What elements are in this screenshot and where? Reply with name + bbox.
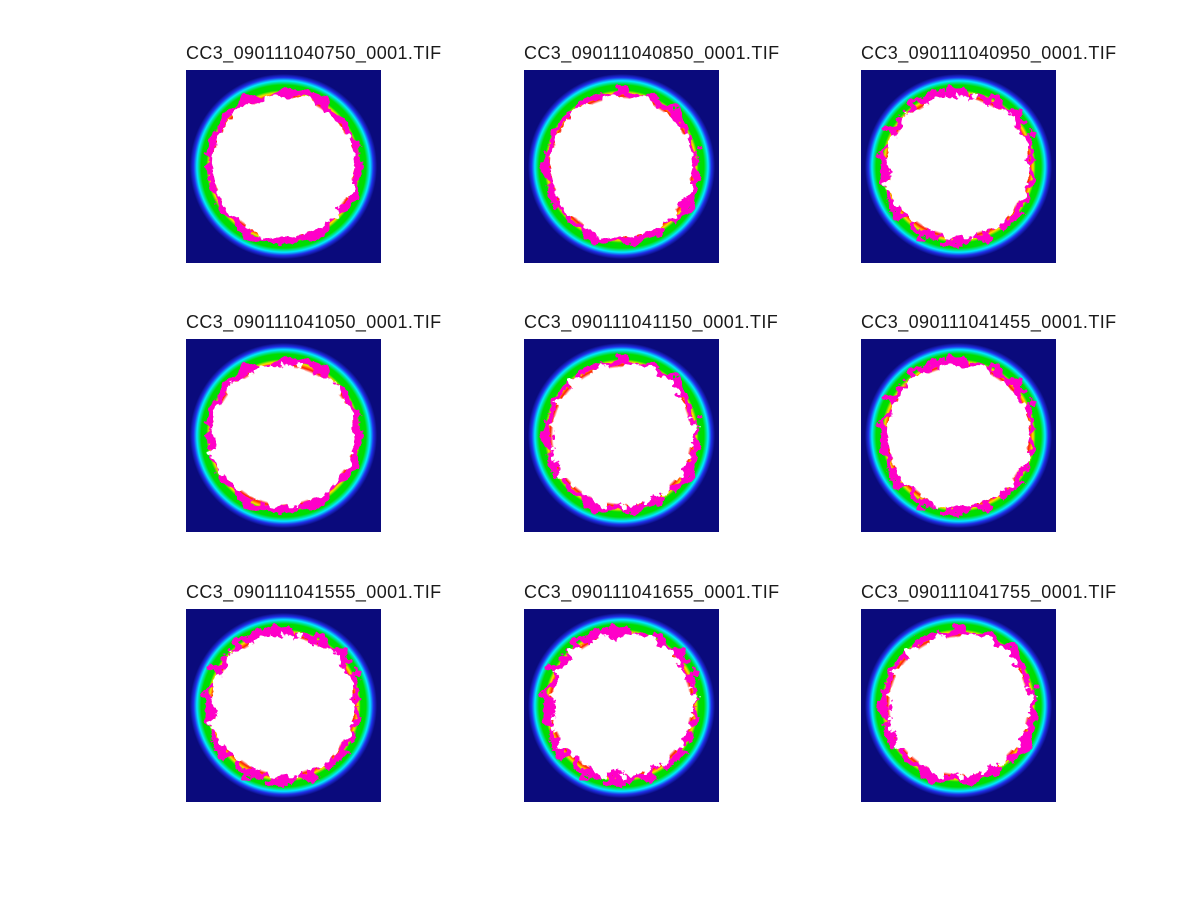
false-color-image xyxy=(524,70,719,263)
white-core xyxy=(568,653,675,758)
subplot-title: CC3_090111040850_0001.TIF xyxy=(524,43,780,63)
subplot-5: CC3_090111041150_0001.TIF xyxy=(524,313,794,532)
subplot-7: CC3_090111041555_0001.TIF xyxy=(186,583,456,802)
subplot-title: CC3_090111041455_0001.TIF xyxy=(861,312,1117,332)
subplot-title: CC3_090111041755_0001.TIF xyxy=(861,582,1117,602)
white-core xyxy=(568,383,675,488)
subplot-title: CC3_090111040750_0001.TIF xyxy=(186,43,442,63)
magenta-dendrite-ring xyxy=(543,358,700,513)
magenta-dendrite-ring xyxy=(880,358,1037,513)
false-color-image xyxy=(186,609,381,802)
false-color-image xyxy=(524,339,719,532)
subplot-9: CC3_090111041755_0001.TIF xyxy=(861,583,1131,802)
subplot-3: CC3_090111040950_0001.TIF xyxy=(861,44,1131,263)
subplot-8: CC3_090111041655_0001.TIF xyxy=(524,583,794,802)
subplot-1: CC3_090111040750_0001.TIF xyxy=(186,44,456,263)
white-core xyxy=(568,114,675,219)
white-core xyxy=(905,383,1012,488)
white-core xyxy=(905,653,1012,758)
false-color-image xyxy=(861,339,1056,532)
subplot-6: CC3_090111041455_0001.TIF xyxy=(861,313,1131,532)
magenta-dendrite-ring xyxy=(543,89,700,244)
subplot-title: CC3_090111041150_0001.TIF xyxy=(524,312,779,332)
subplot-title: CC3_090111041655_0001.TIF xyxy=(524,582,780,602)
subplot-2: CC3_090111040850_0001.TIF xyxy=(524,44,794,263)
white-core xyxy=(230,653,337,758)
magenta-dendrite-ring xyxy=(880,627,1037,784)
false-color-image xyxy=(861,609,1056,802)
false-color-image xyxy=(861,70,1056,263)
white-core xyxy=(230,383,337,488)
magenta-dendrite-ring xyxy=(543,627,700,784)
magenta-dendrite-ring xyxy=(205,627,362,784)
white-core xyxy=(905,114,1012,219)
subplot-title: CC3_090111041050_0001.TIF xyxy=(186,312,442,332)
false-color-image xyxy=(186,339,381,532)
false-color-image xyxy=(186,70,381,263)
magenta-dendrite-ring xyxy=(205,358,362,513)
subplot-4: CC3_090111041050_0001.TIF xyxy=(186,313,456,532)
white-core xyxy=(230,114,337,219)
magenta-dendrite-ring xyxy=(880,89,1037,244)
magenta-dendrite-ring xyxy=(205,89,362,244)
subplot-title: CC3_090111040950_0001.TIF xyxy=(861,43,1117,63)
false-color-image xyxy=(524,609,719,802)
subplot-title: CC3_090111041555_0001.TIF xyxy=(186,582,442,602)
